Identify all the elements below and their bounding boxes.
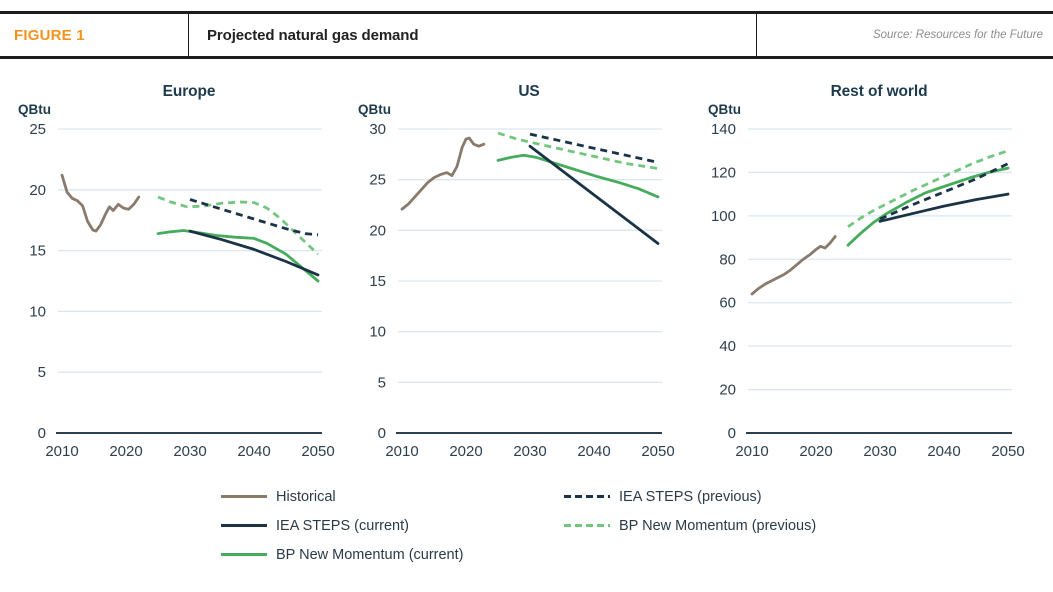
figure-header: FIGURE 1 Projected natural gas demand So… [0, 11, 1053, 59]
series-line-iea-steps-current [188, 229, 320, 277]
x-tick-label: 2020 [799, 443, 832, 460]
x-tick-label: 2040 [577, 443, 610, 460]
chart-europe-title: Europe [162, 83, 216, 100]
legend: Historical IEA STEPS (current) BP New Mome… [0, 482, 1053, 574]
legend-solid-line-swatch [221, 495, 267, 498]
chart-europe-head: QBtu Europe [0, 79, 340, 119]
charts-row: QBtu Europe 0 5 10 15 20 25 2010 2020 2030 2040 20… [0, 79, 1053, 464]
x-tick-label: 2050 [301, 443, 334, 460]
x-tick-label: 2030 [863, 443, 896, 460]
y-tick-label: 25 [369, 172, 386, 189]
figure-title-cell: Projected natural gas demand [189, 14, 757, 56]
y-tick-label: 15 [369, 273, 386, 290]
legend-dashed-line-swatch [564, 524, 610, 527]
y-tick-label: 5 [38, 364, 46, 381]
series-line-bp-new-momentum-current [846, 166, 1010, 247]
y-tick-label: 80 [719, 251, 736, 268]
y-tick-label: 100 [711, 208, 736, 225]
x-tick-label: 2050 [641, 443, 674, 460]
series-line-historical [60, 173, 141, 233]
x-tick-label: 2040 [927, 443, 960, 460]
legend-column-current: Historical IEA STEPS (current) BP New Mome… [221, 482, 463, 569]
legend-label: BP New Momentum (current) [276, 546, 464, 563]
series-line-bp-new-momentum-previous [847, 149, 1009, 228]
y-tick-label: 140 [711, 121, 736, 138]
x-tick-label: 2040 [237, 443, 270, 460]
legend-item: IEA STEPS (current) [221, 511, 463, 540]
y-tick-label: 0 [378, 425, 386, 442]
legend-dashed-line-swatch [564, 495, 610, 498]
y-tick-label: 20 [29, 182, 46, 199]
legend-item: BP New Momentum (previous) [564, 511, 816, 540]
chart-europe-plot: 0 5 10 15 20 25 2010 2020 2030 2040 2050 [29, 121, 334, 460]
x-tick-label: 2050 [991, 443, 1024, 460]
figure-title: Projected natural gas demand [207, 26, 419, 44]
y-axis-unit-label: QBtu [708, 102, 741, 117]
series-line-iea-steps-current [878, 192, 1010, 223]
y-tick-label: 20 [719, 382, 736, 399]
figure-source-cell: Source: Resources for the Future [757, 14, 1053, 56]
legend-item: BP New Momentum (current) [221, 540, 463, 569]
x-tick-label: 2020 [109, 443, 142, 460]
chart-us-plot: 0 5 10 15 20 25 30 2010 2020 2030 2040 2050 [369, 121, 674, 460]
figure-label-cell: FIGURE 1 [0, 14, 189, 56]
x-tick-label: 2020 [449, 443, 482, 460]
y-tick-label: 10 [29, 303, 46, 320]
x-tick-label: 2010 [45, 443, 78, 460]
chart-us-title: US [518, 83, 540, 100]
legend-solid-line-swatch [221, 524, 267, 527]
legend-label: Historical [276, 488, 336, 505]
figure-label: FIGURE 1 [14, 26, 85, 44]
series-line-iea-steps-previous [189, 198, 319, 237]
y-tick-label: 15 [29, 243, 46, 260]
figure-source: Source: Resources for the Future [872, 29, 1043, 41]
series-line-iea-steps-current [528, 144, 660, 245]
y-tick-label: 30 [369, 121, 386, 138]
series-line-historical [750, 235, 837, 296]
x-tick-label: 2030 [513, 443, 546, 460]
series-line-iea-steps-previous [529, 132, 659, 164]
series-line-bp-new-momentum-current [156, 229, 320, 283]
legend-column-previous: IEA STEPS (previous) BP New Momentum (pre… [564, 482, 816, 540]
chart-rest-of-world-head: QBtu Rest of world [690, 79, 1053, 119]
y-tick-label: 120 [711, 164, 736, 181]
legend-item: Historical [221, 482, 463, 511]
y-tick-label: 60 [719, 295, 736, 312]
y-tick-label: 20 [369, 222, 386, 239]
chart-rest-of-world-title: Rest of world [830, 83, 928, 100]
y-tick-label: 0 [38, 425, 46, 442]
y-tick-label: 25 [29, 121, 46, 138]
series-line-historical [400, 136, 486, 211]
x-tick-label: 2030 [173, 443, 206, 460]
legend-solid-line-swatch [221, 553, 267, 556]
y-tick-label: 5 [378, 374, 386, 391]
legend-label: IEA STEPS (current) [276, 517, 409, 534]
legend-label: BP New Momentum (previous) [619, 517, 817, 534]
legend-label: IEA STEPS (previous) [619, 488, 762, 505]
y-axis-unit-label: QBtu [18, 102, 51, 117]
series-line-bp-new-momentum-current [496, 153, 660, 199]
legend-item: IEA STEPS (previous) [564, 482, 816, 511]
y-axis-unit-label: QBtu [358, 102, 391, 117]
chart-us: QBtu US 0 5 10 15 20 25 30 2010 2020 2030 2040 2050 [340, 79, 690, 464]
y-tick-label: 0 [728, 425, 736, 442]
chart-rest-of-world: QBtu Rest of world 0 20 40 60 80 100 120 140 201… [690, 79, 1053, 464]
chart-europe: QBtu Europe 0 5 10 15 20 25 2010 2020 2030 2040 20… [0, 79, 340, 464]
series-line-bp-new-momentum-previous [497, 131, 659, 170]
x-tick-label: 2010 [385, 443, 418, 460]
y-tick-label: 10 [369, 324, 386, 341]
chart-us-head: QBtu US [340, 79, 690, 119]
y-tick-label: 40 [719, 338, 736, 355]
x-tick-label: 2010 [735, 443, 768, 460]
